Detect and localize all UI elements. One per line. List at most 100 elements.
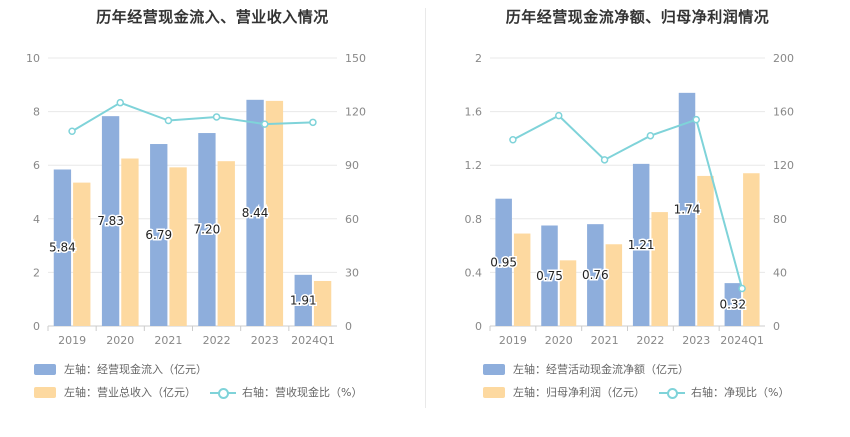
bar-secondary: [605, 244, 623, 326]
data-label: 8.44: [242, 206, 269, 220]
ratio-point: [692, 115, 700, 124]
bar-secondary: [169, 167, 187, 326]
bar-primary: [101, 116, 120, 326]
data-label: 7.20: [194, 223, 221, 237]
legend-swatch-bar-orange: [34, 386, 56, 398]
data-label: 0.95: [490, 255, 517, 269]
panel-divider: [425, 8, 426, 408]
legend-swatch-bar-blue: [34, 363, 56, 375]
legend-item-net-cash[interactable]: 左轴：经营活动现金流净额（亿元）: [483, 361, 689, 377]
y-right-tick-label: 160: [773, 106, 794, 119]
y-left-tick-label: 10: [26, 52, 40, 65]
legend-item-net-cash-ratio[interactable]: 右轴：净现比（%）: [659, 384, 789, 400]
legend-row-1: 左轴：经营活动现金流净额（亿元）: [483, 361, 703, 377]
legend-label: 左轴：归母净利润（亿元）: [513, 386, 645, 399]
ratio-point: [555, 111, 563, 120]
data-label: 1.74: [674, 202, 701, 216]
x-tick-label: 2019: [499, 334, 527, 347]
bar-secondary: [651, 212, 668, 326]
y-left-tick-label: 2: [475, 52, 482, 65]
y-left-tick-label: 2: [33, 266, 40, 279]
x-tick-label: 2020: [545, 334, 573, 347]
data-label: 1.91: [290, 293, 317, 307]
legend-row-2: 左轴：营业总收入（亿元） 右轴：营收现金比（%）: [34, 384, 376, 400]
x-tick-label: 2019: [58, 334, 86, 347]
ratio-point: [738, 284, 746, 293]
y-right-tick-label: 200: [773, 52, 794, 65]
data-label: 0.75: [536, 269, 563, 283]
legend-label: 左轴：经营活动现金流净额（亿元）: [513, 363, 689, 376]
legend-swatch-line: [210, 387, 236, 399]
ratio-line: [71, 101, 313, 133]
bar-primary: [150, 144, 168, 326]
data-label: 0.32: [719, 298, 746, 312]
legend-label: 左轴：营业总收入（亿元）: [64, 386, 196, 399]
legend-item-cash-inflow[interactable]: 左轴：经营现金流入（亿元）: [34, 361, 207, 377]
y-right-tick-label: 90: [345, 159, 359, 172]
legend-row-2: 左轴：归母净利润（亿元） 右轴：净现比（%）: [483, 384, 803, 400]
chart-svg-cashflow-revenue: 0 2 4 6 8 10 0 30 60 90 120 150 2019 5.84 2020 7.83 2021…: [26, 52, 366, 347]
y-right-tick-label: 120: [345, 106, 366, 119]
ratio-point: [261, 120, 269, 128]
bar-secondary: [217, 161, 235, 326]
y-left-tick-label: 4: [33, 213, 40, 226]
x-tick-label: 2023: [251, 334, 279, 347]
chart-title: 历年经营现金流净额、归母净利润情况: [505, 8, 770, 26]
x-tick-label: 2021: [154, 334, 182, 347]
chart-panel-cashflow-revenue: 历年经营现金流入、营业收入情况 0 2 4 6 8 10 0 30 60 90 120 150 2019…: [26, 8, 376, 400]
data-label: 5.84: [49, 241, 76, 255]
x-tick-label: 2022: [203, 334, 231, 347]
bar-primary: [541, 225, 558, 326]
y-left-tick-label: 0: [475, 320, 482, 333]
legend-label: 右轴：净现比（%）: [691, 386, 790, 399]
x-tick-label: 2024Q1: [720, 334, 764, 347]
ratio-point: [509, 135, 517, 144]
legend-swatch-line: [659, 387, 685, 399]
y-right-tick-label: 0: [773, 320, 780, 333]
ratio-point: [212, 113, 221, 121]
x-tick-label: 2023: [682, 334, 710, 347]
y-left-tick-label: 6: [33, 159, 40, 172]
legend-item-ratio[interactable]: 右轴：营收现金比（%）: [210, 384, 362, 400]
y-right-tick-label: 0: [345, 320, 352, 333]
bar-primary: [587, 224, 604, 326]
y-left-tick-label: 0.4: [465, 266, 483, 279]
bar-primary: [724, 283, 742, 326]
ratio-point: [68, 127, 76, 136]
x-tick-label: 2022: [636, 334, 664, 347]
ratio-point: [646, 131, 655, 140]
bar-secondary: [313, 280, 332, 326]
legend-item-net-profit[interactable]: 左轴：归母净利润（亿元）: [483, 384, 645, 400]
data-label: 0.76: [582, 268, 609, 282]
ratio-point: [164, 116, 173, 125]
data-label: 7.83: [97, 214, 124, 228]
y-right-tick-label: 120: [773, 159, 794, 172]
data-label: 6.79: [145, 228, 172, 242]
bar-secondary: [121, 158, 139, 326]
y-right-tick-label: 60: [345, 213, 359, 226]
bar-secondary: [559, 260, 577, 326]
bar-primary: [294, 274, 312, 326]
ratio-point: [600, 156, 609, 164]
legend-label: 左轴：经营现金流入（亿元）: [64, 363, 207, 376]
bar-secondary: [73, 182, 91, 326]
bar-secondary: [697, 175, 714, 326]
data-label: 1.21: [628, 238, 655, 252]
bar-secondary: [743, 173, 760, 326]
y-right-tick-label: 150: [345, 52, 366, 65]
bar-primary: [495, 198, 512, 326]
bar-primary: [198, 133, 216, 326]
x-tick-label: 2020: [106, 334, 134, 347]
y-left-tick-label: 8: [33, 106, 40, 119]
bar-secondary: [265, 100, 284, 326]
y-right-tick-label: 40: [773, 266, 787, 279]
legend-item-revenue[interactable]: 左轴：营业总收入（亿元）: [34, 384, 196, 400]
y-left-tick-label: 1.6: [465, 106, 483, 119]
chart-panel-netcash-profit: 历年经营现金流净额、归母净利润情况 0 0.4 0.8 1.2 1.6 2 0 40 80 120…: [425, 0, 850, 437]
bar-secondary: [513, 233, 531, 326]
y-right-tick-label: 80: [773, 213, 787, 226]
legend-row-1: 左轴：经营现金流入（亿元）: [34, 361, 221, 377]
y-right-tick-label: 30: [345, 266, 359, 279]
legend-swatch-bar-blue: [483, 363, 505, 375]
legend-swatch-bar-orange: [483, 386, 505, 398]
